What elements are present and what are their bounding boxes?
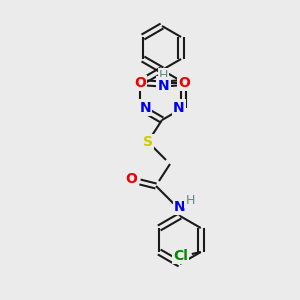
Text: N: N xyxy=(158,79,170,92)
Text: N: N xyxy=(140,100,151,115)
Text: Cl: Cl xyxy=(173,249,188,263)
Text: S: S xyxy=(143,135,153,149)
Text: O: O xyxy=(125,172,137,186)
Text: N: N xyxy=(174,200,186,214)
Text: O: O xyxy=(178,76,190,90)
Text: O: O xyxy=(134,76,146,90)
Text: H: H xyxy=(185,194,195,206)
Text: S: S xyxy=(157,77,167,91)
Text: H: H xyxy=(159,69,168,82)
Text: N: N xyxy=(173,100,184,115)
